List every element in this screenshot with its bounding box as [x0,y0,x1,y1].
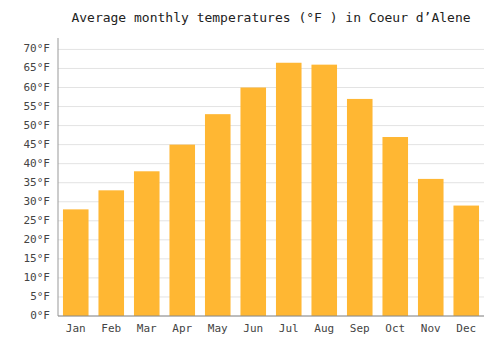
bar [347,99,373,316]
grid-line [58,316,484,317]
x-tick-label: Feb [101,322,121,335]
y-tick-label: 5°F [30,290,50,303]
bar [240,88,266,316]
grid [58,49,484,316]
y-tick-label: 45°F [24,138,51,151]
x-tick-label: Dec [456,322,476,335]
y-tick-label: 35°F [24,176,51,189]
bars [63,63,479,316]
y-tick-label: 20°F [24,233,51,246]
x-tick-label: Mar [137,322,157,335]
x-tick-label: Jul [279,322,299,335]
y-axis: 0°F 5°F 10°F 15°F 20°F 25°F 30°F 35°F 40°F 45°F 50… [24,38,59,322]
x-tick-label: May [208,322,228,335]
grid-line [58,49,484,50]
x-tick-label: Nov [421,322,441,335]
grid-line [58,125,484,126]
x-tick-label: Sep [350,322,370,335]
bar [134,171,160,316]
grid-line [58,87,484,88]
title: Average monthly temperatures (°F ) in Co… [71,10,470,25]
bar [63,209,89,316]
chart: 0°F 5°F 10°F 15°F 20°F 25°F 30°F 35°F 40°F 45°F 50… [0,0,500,350]
bar [205,114,231,316]
x-tick-label: Oct [385,322,405,335]
x-axis-line [58,316,484,317]
grid-line [58,144,484,145]
bar [98,190,124,316]
y-tick-label: 15°F [24,252,51,265]
y-tick-label: 55°F [24,100,51,113]
bar [453,206,479,316]
x-axis: Jan Feb Mar Apr May Jun Jul Aug Sep Oct Nov Dec [58,316,484,335]
y-axis-line [58,38,59,316]
y-tick-label: 30°F [24,195,51,208]
y-tick-label: 25°F [24,214,51,227]
y-tick-label: 65°F [24,61,51,74]
y-tick-label: 60°F [24,81,51,94]
x-tick-label: Aug [314,322,334,335]
x-tick-label: Jan [66,322,86,335]
y-tick-label: 50°F [24,119,51,132]
grid-line [58,106,484,107]
bar [418,179,444,316]
y-tick-label: 70°F [24,42,51,55]
bar [276,63,302,316]
grid-line [58,68,484,69]
grid-line [58,163,484,164]
x-tick-label: Jun [243,322,263,335]
y-tick-label: 40°F [24,157,51,170]
bar [169,145,195,316]
y-tick-label: 0°F [30,309,50,322]
bar [382,137,408,316]
bar [311,65,337,316]
x-tick-label: Apr [172,322,192,335]
y-tick-label: 10°F [24,271,51,284]
